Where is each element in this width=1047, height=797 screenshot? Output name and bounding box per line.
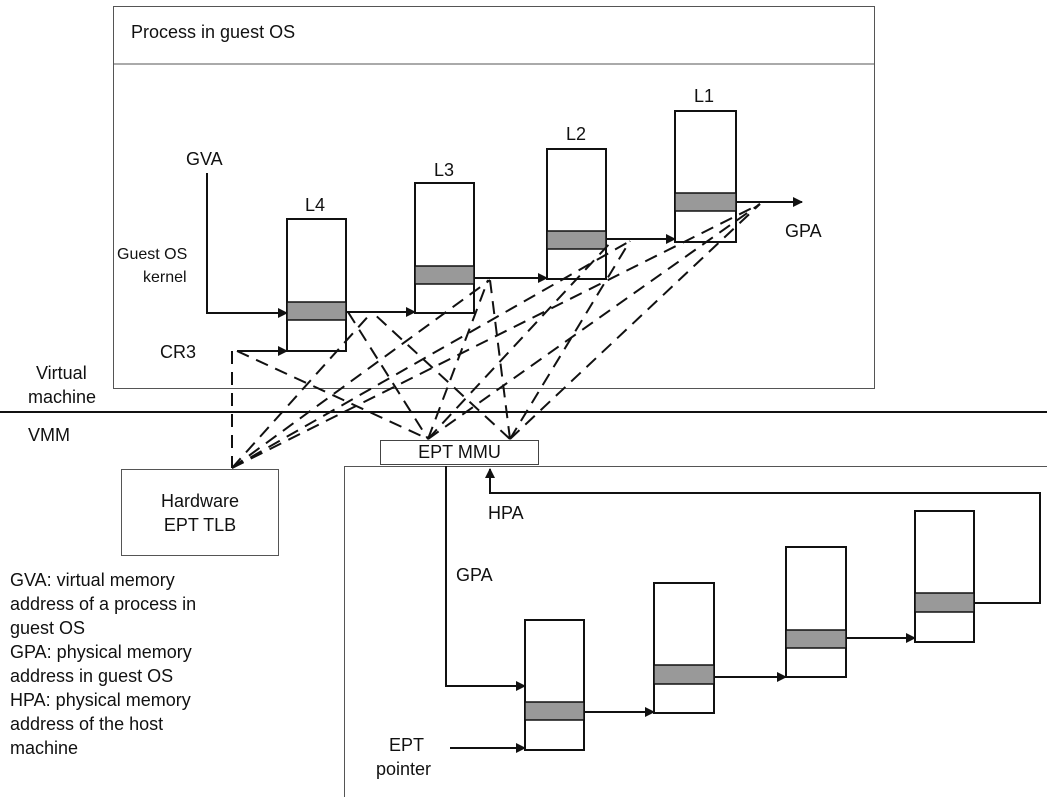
l1-label: L1 [694, 86, 715, 106]
virtual-machine-label-line2: machine [28, 387, 97, 407]
gva-arrow [206, 173, 288, 318]
ept-table-1 [524, 619, 585, 751]
ept-table-3 [785, 546, 847, 678]
gpa-output-label: GPA [785, 221, 822, 241]
guest-process-panel [113, 6, 875, 389]
hpa-label: HPA [488, 503, 524, 523]
dashed-tlb-lookups [231, 203, 761, 469]
ept-pointer-label-line2: pointer [376, 759, 432, 779]
guest-kernel-label-line2: kernel [143, 269, 187, 286]
dashed-mmu-lookups [236, 203, 761, 440]
guest-panel-title: Process in guest OS [131, 22, 296, 42]
gpa-input-label: GPA [456, 565, 493, 585]
legend-line: address in guest OS [10, 666, 174, 686]
guest-kernel-label-line1: Guest OS [117, 246, 188, 263]
gpa-to-ept-arrow [445, 466, 526, 691]
guest-table-l3 [414, 182, 475, 314]
l4-label: L4 [305, 195, 326, 215]
hpa-return-arrow [485, 468, 1041, 604]
ept-pointer-label-line1: EPT [389, 735, 425, 755]
legend-line: GPA: physical memory [10, 642, 192, 662]
l2-label: L2 [566, 124, 587, 144]
cr3-label: CR3 [160, 342, 197, 362]
vmm-label: VMM [28, 425, 70, 445]
hardware-tlb-label-line1: Hardware [160, 491, 240, 511]
ept-mmu-label: EPT MMU [418, 442, 501, 462]
gva-label: GVA [186, 149, 223, 169]
legend-line: guest OS [10, 618, 86, 638]
virtual-machine-label-line1: Virtual [36, 363, 87, 383]
ept-table-2 [653, 582, 715, 714]
legend-line: address of a process in [10, 594, 197, 614]
legend-line: HPA: physical memory [10, 690, 191, 710]
hardware-ept-tlb-box [121, 469, 279, 556]
hardware-tlb-label-line2: EPT TLB [163, 515, 237, 535]
legend-line: GVA: virtual memory [10, 570, 175, 590]
guest-table-l4 [286, 218, 347, 352]
l3-label: L3 [434, 160, 455, 180]
legend-line: machine [10, 738, 79, 758]
guest-table-l2 [546, 148, 607, 280]
ept-table-4 [914, 510, 975, 643]
guest-table-l1 [674, 110, 737, 243]
ept-mmu-box [380, 440, 539, 465]
legend-line: address of the host [10, 714, 164, 734]
